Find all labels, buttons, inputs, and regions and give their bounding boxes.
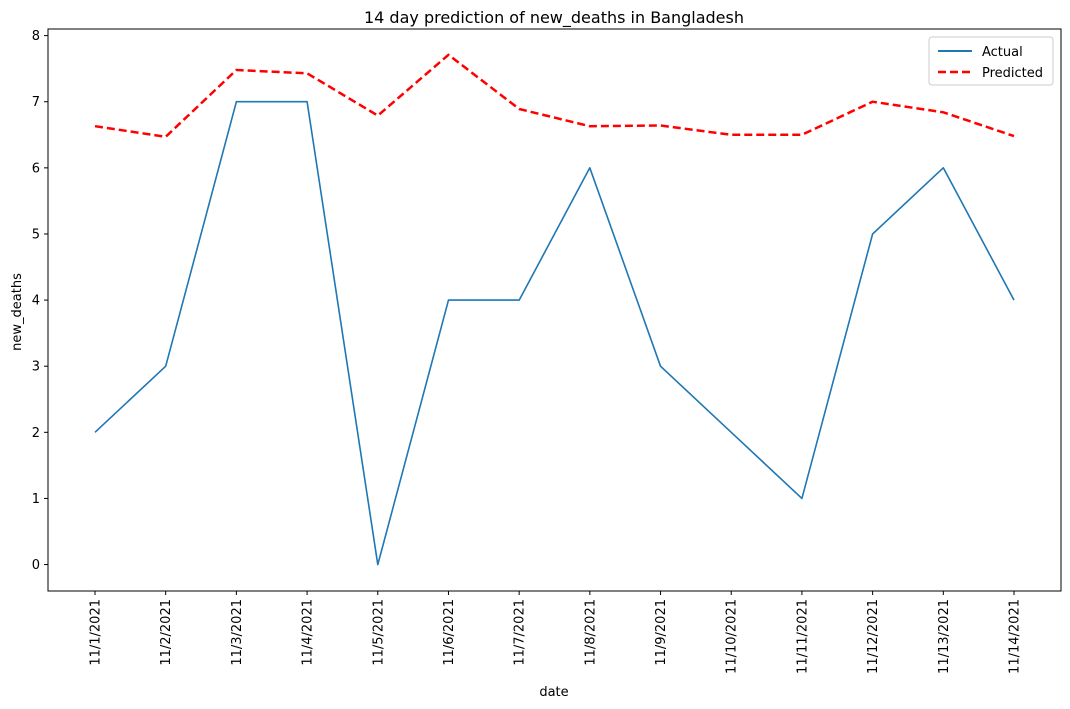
y-tick-label: 8 (32, 29, 40, 44)
x-tick-label: 11/11/2021 (795, 599, 810, 674)
x-tick-label: 11/13/2021 (937, 599, 952, 674)
legend-box (928, 36, 1054, 86)
y-tick-label: 7 (32, 95, 40, 110)
y-tick-label: 6 (32, 161, 40, 176)
chart-title: 14 day prediction of new_deaths in Bangl… (364, 8, 744, 28)
y-tick-label: 3 (32, 360, 40, 375)
x-tick-label: 11/4/2021 (301, 599, 316, 666)
x-axis-label: date (539, 685, 568, 700)
x-axis: 11/1/2021 11/2/2021 11/3/2021 11/4/2021 11/5… (89, 591, 1023, 674)
y-tick-label: 1 (32, 492, 40, 507)
x-tick-label: 11/7/2021 (513, 599, 528, 666)
x-tick-label: 11/9/2021 (654, 599, 669, 666)
y-tick-label: 5 (32, 227, 40, 242)
x-tick-label: 11/2/2021 (159, 599, 174, 666)
series-line-predicted (94, 53, 1015, 139)
y-axis: 0 1 2 3 4 5 6 7 8 (32, 29, 48, 573)
x-tick-label: 11/1/2021 (89, 599, 104, 666)
x-tick-label: 11/8/2021 (583, 599, 598, 666)
x-tick-label: 11/5/2021 (371, 599, 386, 666)
series-line-actual (94, 100, 1015, 566)
legend-label-actual: Actual (982, 45, 1023, 60)
x-tick-label: 11/3/2021 (230, 599, 245, 666)
y-axis-label: new_deaths (10, 273, 25, 351)
y-tick-label: 2 (32, 426, 40, 441)
x-tick-label: 11/10/2021 (725, 599, 740, 674)
series-group (94, 53, 1015, 566)
legend-label-predicted: Predicted (982, 66, 1043, 81)
x-tick-label: 11/6/2021 (442, 599, 457, 666)
axes-frame (47, 28, 1062, 592)
y-tick-label: 0 (32, 558, 40, 573)
x-tick-label: 11/14/2021 (1008, 599, 1023, 674)
y-tick-label: 4 (32, 294, 40, 309)
x-tick-label: 11/12/2021 (866, 599, 881, 674)
legend: Actual Predicted (928, 36, 1054, 86)
